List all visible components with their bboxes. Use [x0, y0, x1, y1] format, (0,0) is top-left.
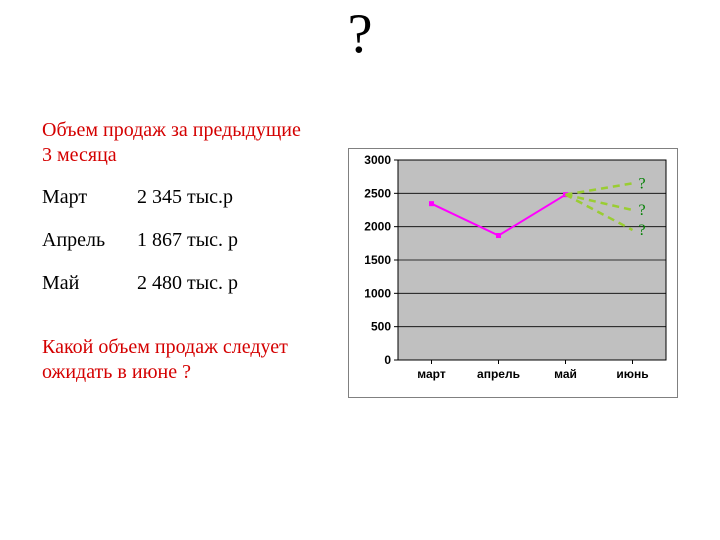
svg-text:июнь: июнь — [616, 367, 648, 381]
svg-text:март: март — [417, 367, 446, 381]
month-label: Март — [42, 186, 132, 209]
month-label: Апрель — [42, 229, 132, 252]
svg-text:?: ? — [639, 222, 646, 239]
chart-svg: 0 500 1000 1500 2000 2500 3000 март апрель май июн… — [348, 148, 678, 398]
svg-text:?: ? — [639, 175, 646, 192]
svg-text:?: ? — [639, 202, 646, 219]
month-label: Май — [42, 272, 132, 295]
month-value: 1 867 тыс. р — [137, 229, 238, 251]
forecast-question: Какой объем продаж следует ожидать в июн… — [42, 335, 312, 385]
left-column: Объем продаж за предыдущие 3 месяца Март… — [42, 118, 312, 385]
svg-text:май: май — [554, 367, 577, 381]
svg-text:1000: 1000 — [364, 286, 391, 300]
svg-text:500: 500 — [371, 320, 391, 334]
sales-heading: Объем продаж за предыдущие 3 месяца — [42, 118, 312, 168]
sales-chart: 0 500 1000 1500 2000 2500 3000 март апрель май июн… — [348, 148, 678, 398]
svg-text:2000: 2000 — [364, 220, 391, 234]
svg-text:1500: 1500 — [364, 253, 391, 267]
svg-text:апрель: апрель — [477, 367, 520, 381]
data-row-april: Апрель 1 867 тыс. р — [42, 229, 312, 252]
svg-text:2500: 2500 — [364, 186, 391, 200]
svg-text:3000: 3000 — [364, 153, 391, 167]
data-row-may: Май 2 480 тыс. р — [42, 272, 312, 295]
month-value: 2 480 тыс. р — [137, 272, 238, 294]
data-row-march: Март 2 345 тыс.р — [42, 186, 312, 209]
svg-text:0: 0 — [384, 353, 391, 367]
month-value: 2 345 тыс.р — [137, 186, 233, 208]
title-question-mark: ? — [0, 6, 720, 62]
